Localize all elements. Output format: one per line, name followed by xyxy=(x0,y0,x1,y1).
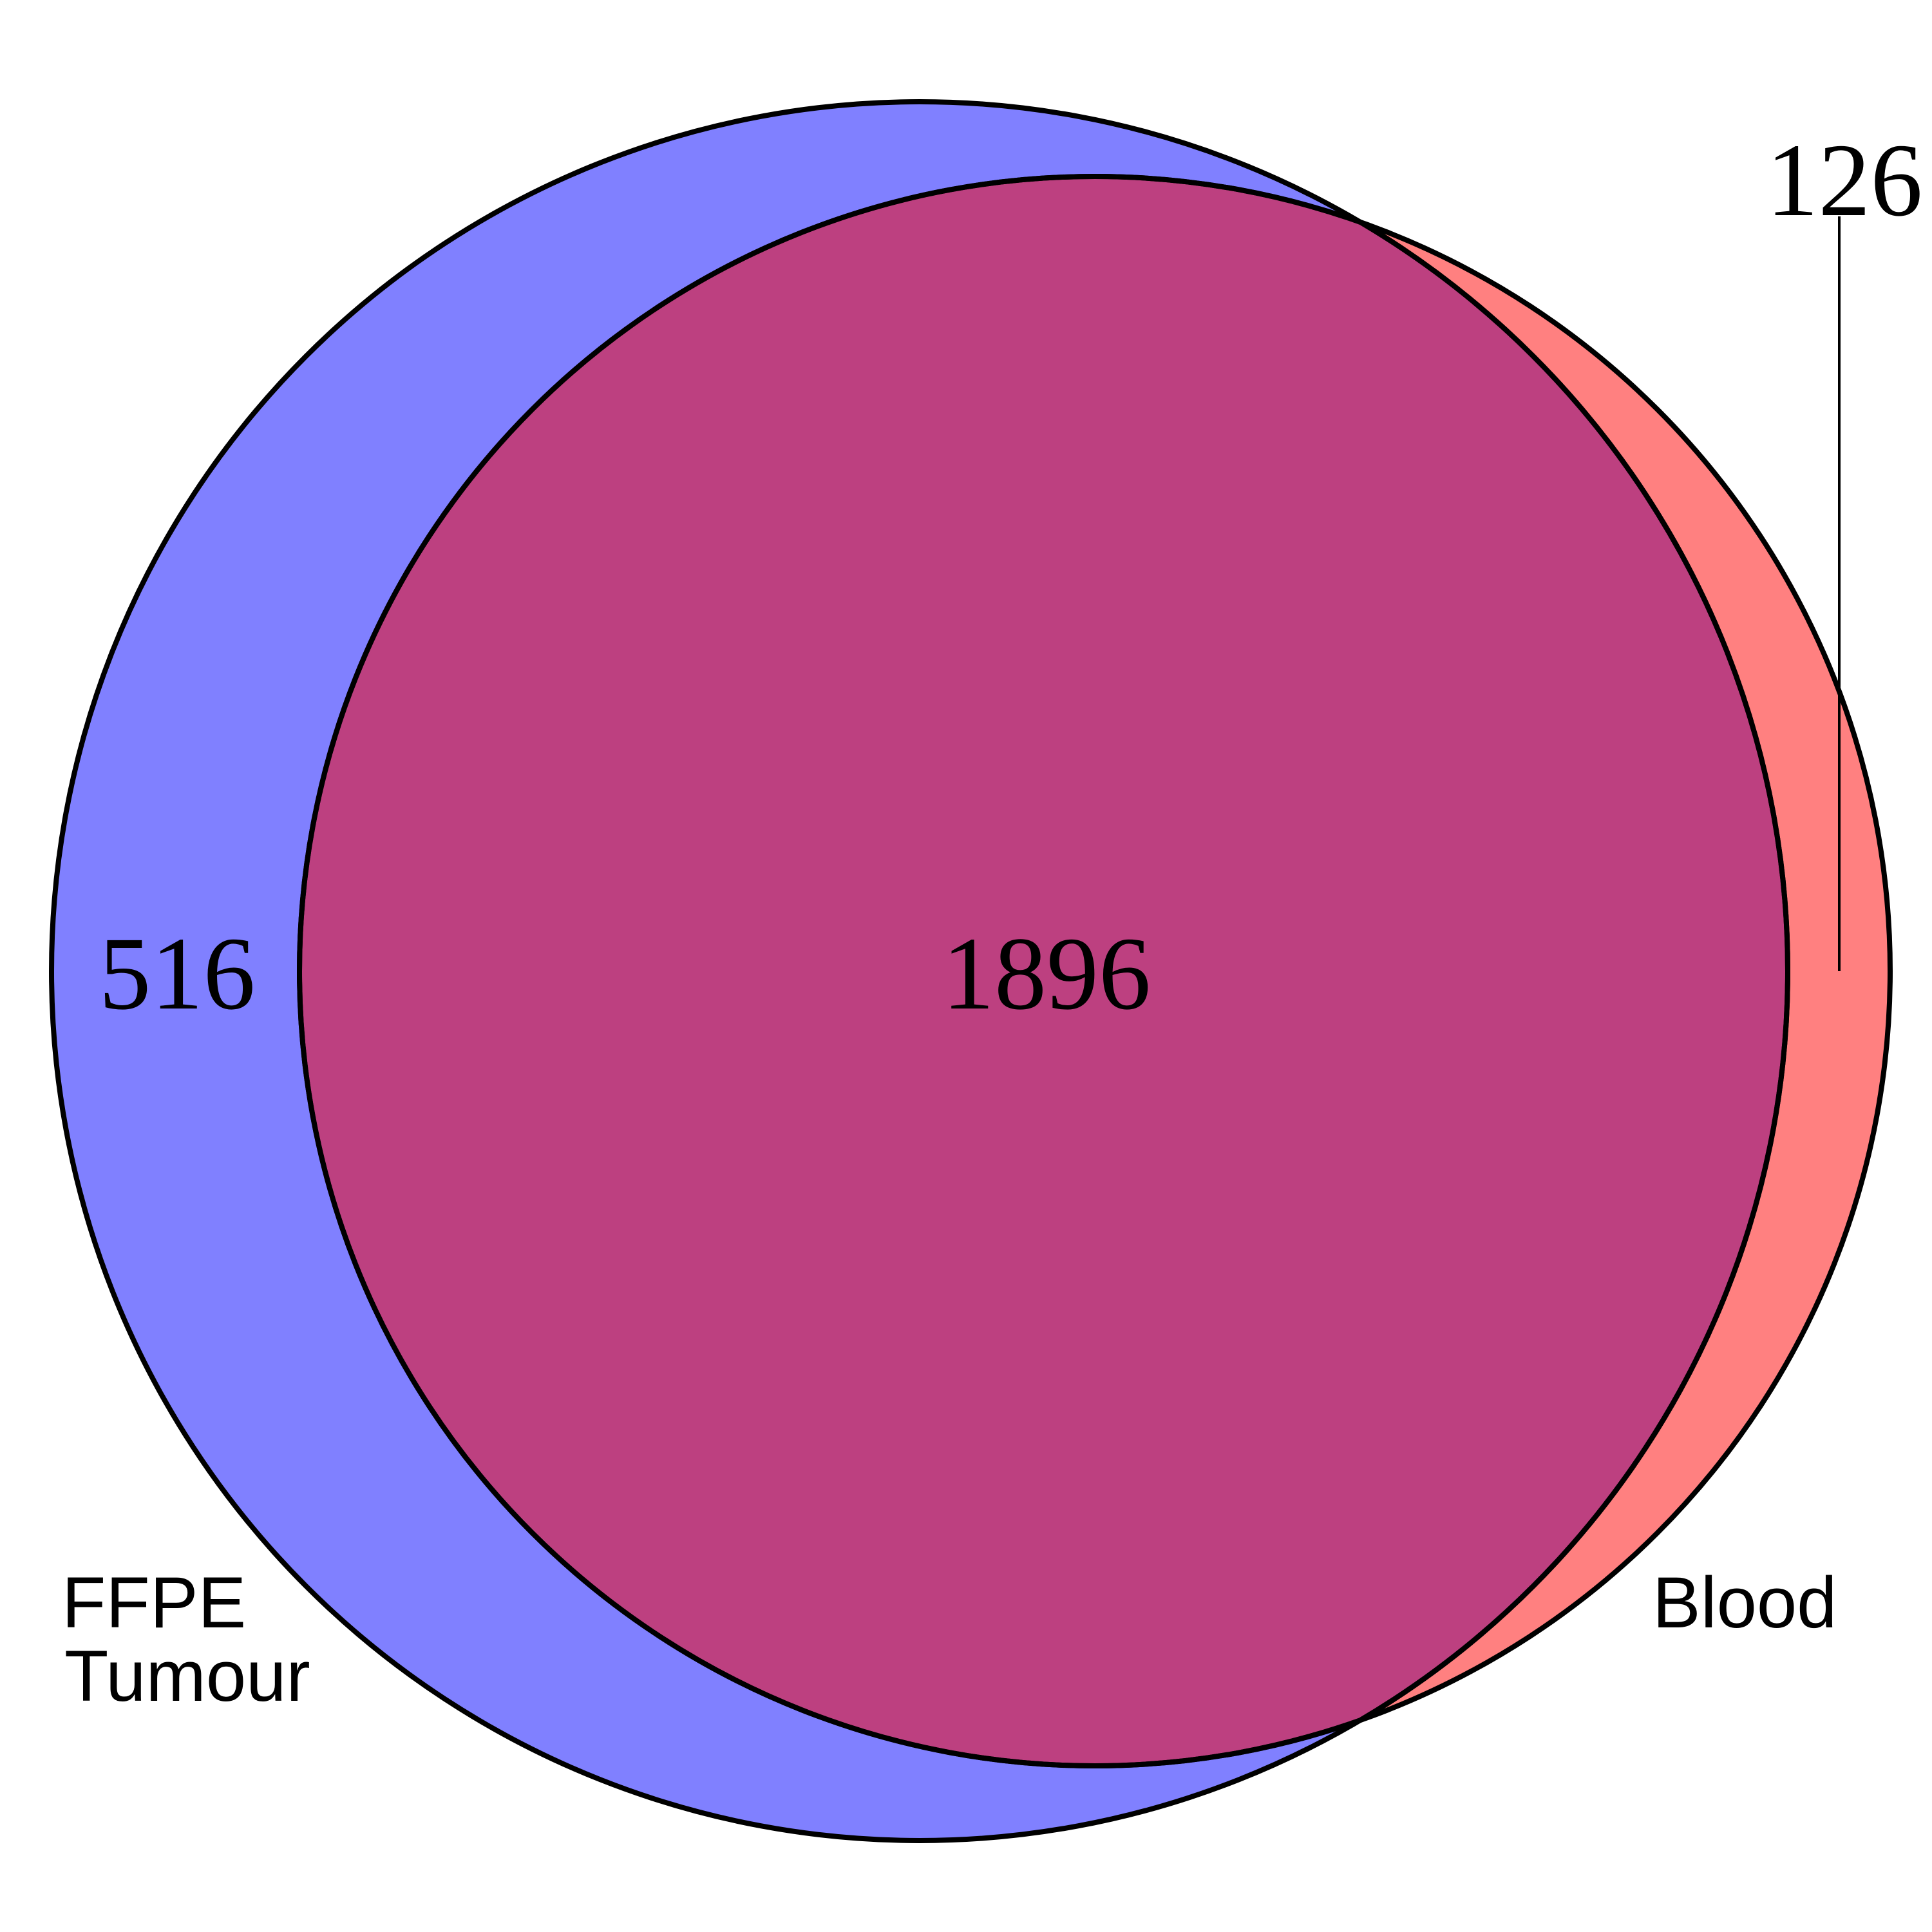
blood-outline-inner xyxy=(297,174,1788,1768)
ffpe-tumour-label-line-2: Tumour xyxy=(64,1636,310,1716)
ffpe-tumour-label-line-1: FFPE xyxy=(62,1562,246,1643)
blood-only-count: 126 xyxy=(1766,123,1923,238)
ffpe-only-count: 516 xyxy=(99,916,256,1032)
ffpe-tumour-outline-inner xyxy=(299,176,1790,1766)
blood-label: Blood xyxy=(1653,1562,1837,1643)
intersection-count: 1896 xyxy=(942,916,1151,1032)
intersection-region xyxy=(299,176,1788,1766)
